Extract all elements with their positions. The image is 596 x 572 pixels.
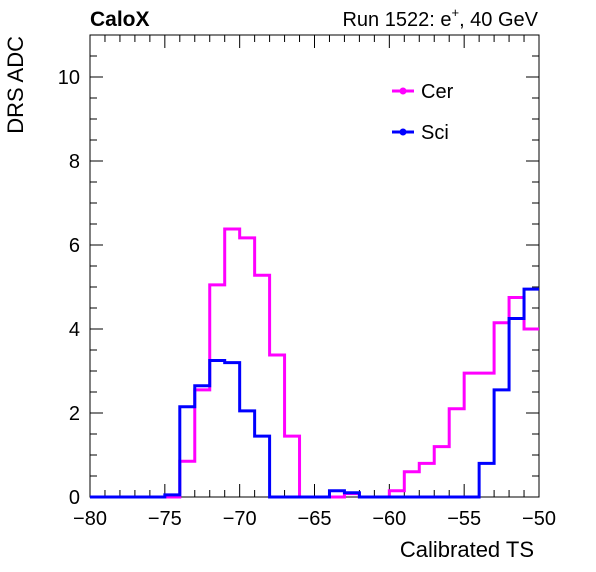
x-tick-label: −80 <box>73 508 107 530</box>
y-tick-label: 2 <box>69 403 80 425</box>
x-tick-label: −55 <box>447 508 481 530</box>
series-cer-line <box>90 227 539 499</box>
y-axis-title: DRS ADC <box>3 36 28 134</box>
legend-sci-marker <box>399 128 407 136</box>
run-info-suffix: , 40 GeV <box>459 9 539 31</box>
x-tick-label: −60 <box>372 508 406 530</box>
y-tick-label: 4 <box>69 319 80 341</box>
series-group <box>90 227 539 499</box>
legend-cer-marker <box>399 87 407 95</box>
run-info-label: Run 1522: e+, 40 GeV <box>342 5 538 31</box>
x-tick-label: −50 <box>522 508 556 530</box>
y-tick-label: 10 <box>58 67 80 89</box>
y-tick-label: 0 <box>69 487 80 509</box>
y-tick-label: 6 <box>69 235 80 257</box>
x-tick-label: −70 <box>223 508 257 530</box>
x-tick-label: −75 <box>148 508 182 530</box>
experiment-label: CaloX <box>90 8 150 31</box>
run-info-prefix: Run 1522: e <box>342 9 451 31</box>
x-tick-label: −65 <box>298 508 332 530</box>
plot-frame <box>89 34 540 498</box>
legend: Cer Sci <box>392 81 454 144</box>
legend-cer-label: Cer <box>421 81 454 103</box>
x-axis-title: Calibrated TS <box>400 537 534 562</box>
series-sci-line <box>90 287 539 499</box>
y-tick-label: 8 <box>69 151 80 173</box>
labels-group: CaloX Run 1522: e+, 40 GeV Calibrated TS… <box>3 5 539 562</box>
ticks-group: −80 −75 −70 −65 −60 −55 −50 0 2 4 6 8 10 <box>58 34 556 530</box>
legend-sci-label: Sci <box>421 122 449 144</box>
run-info-superscript: + <box>451 5 459 20</box>
plot-frame-group <box>89 34 540 498</box>
